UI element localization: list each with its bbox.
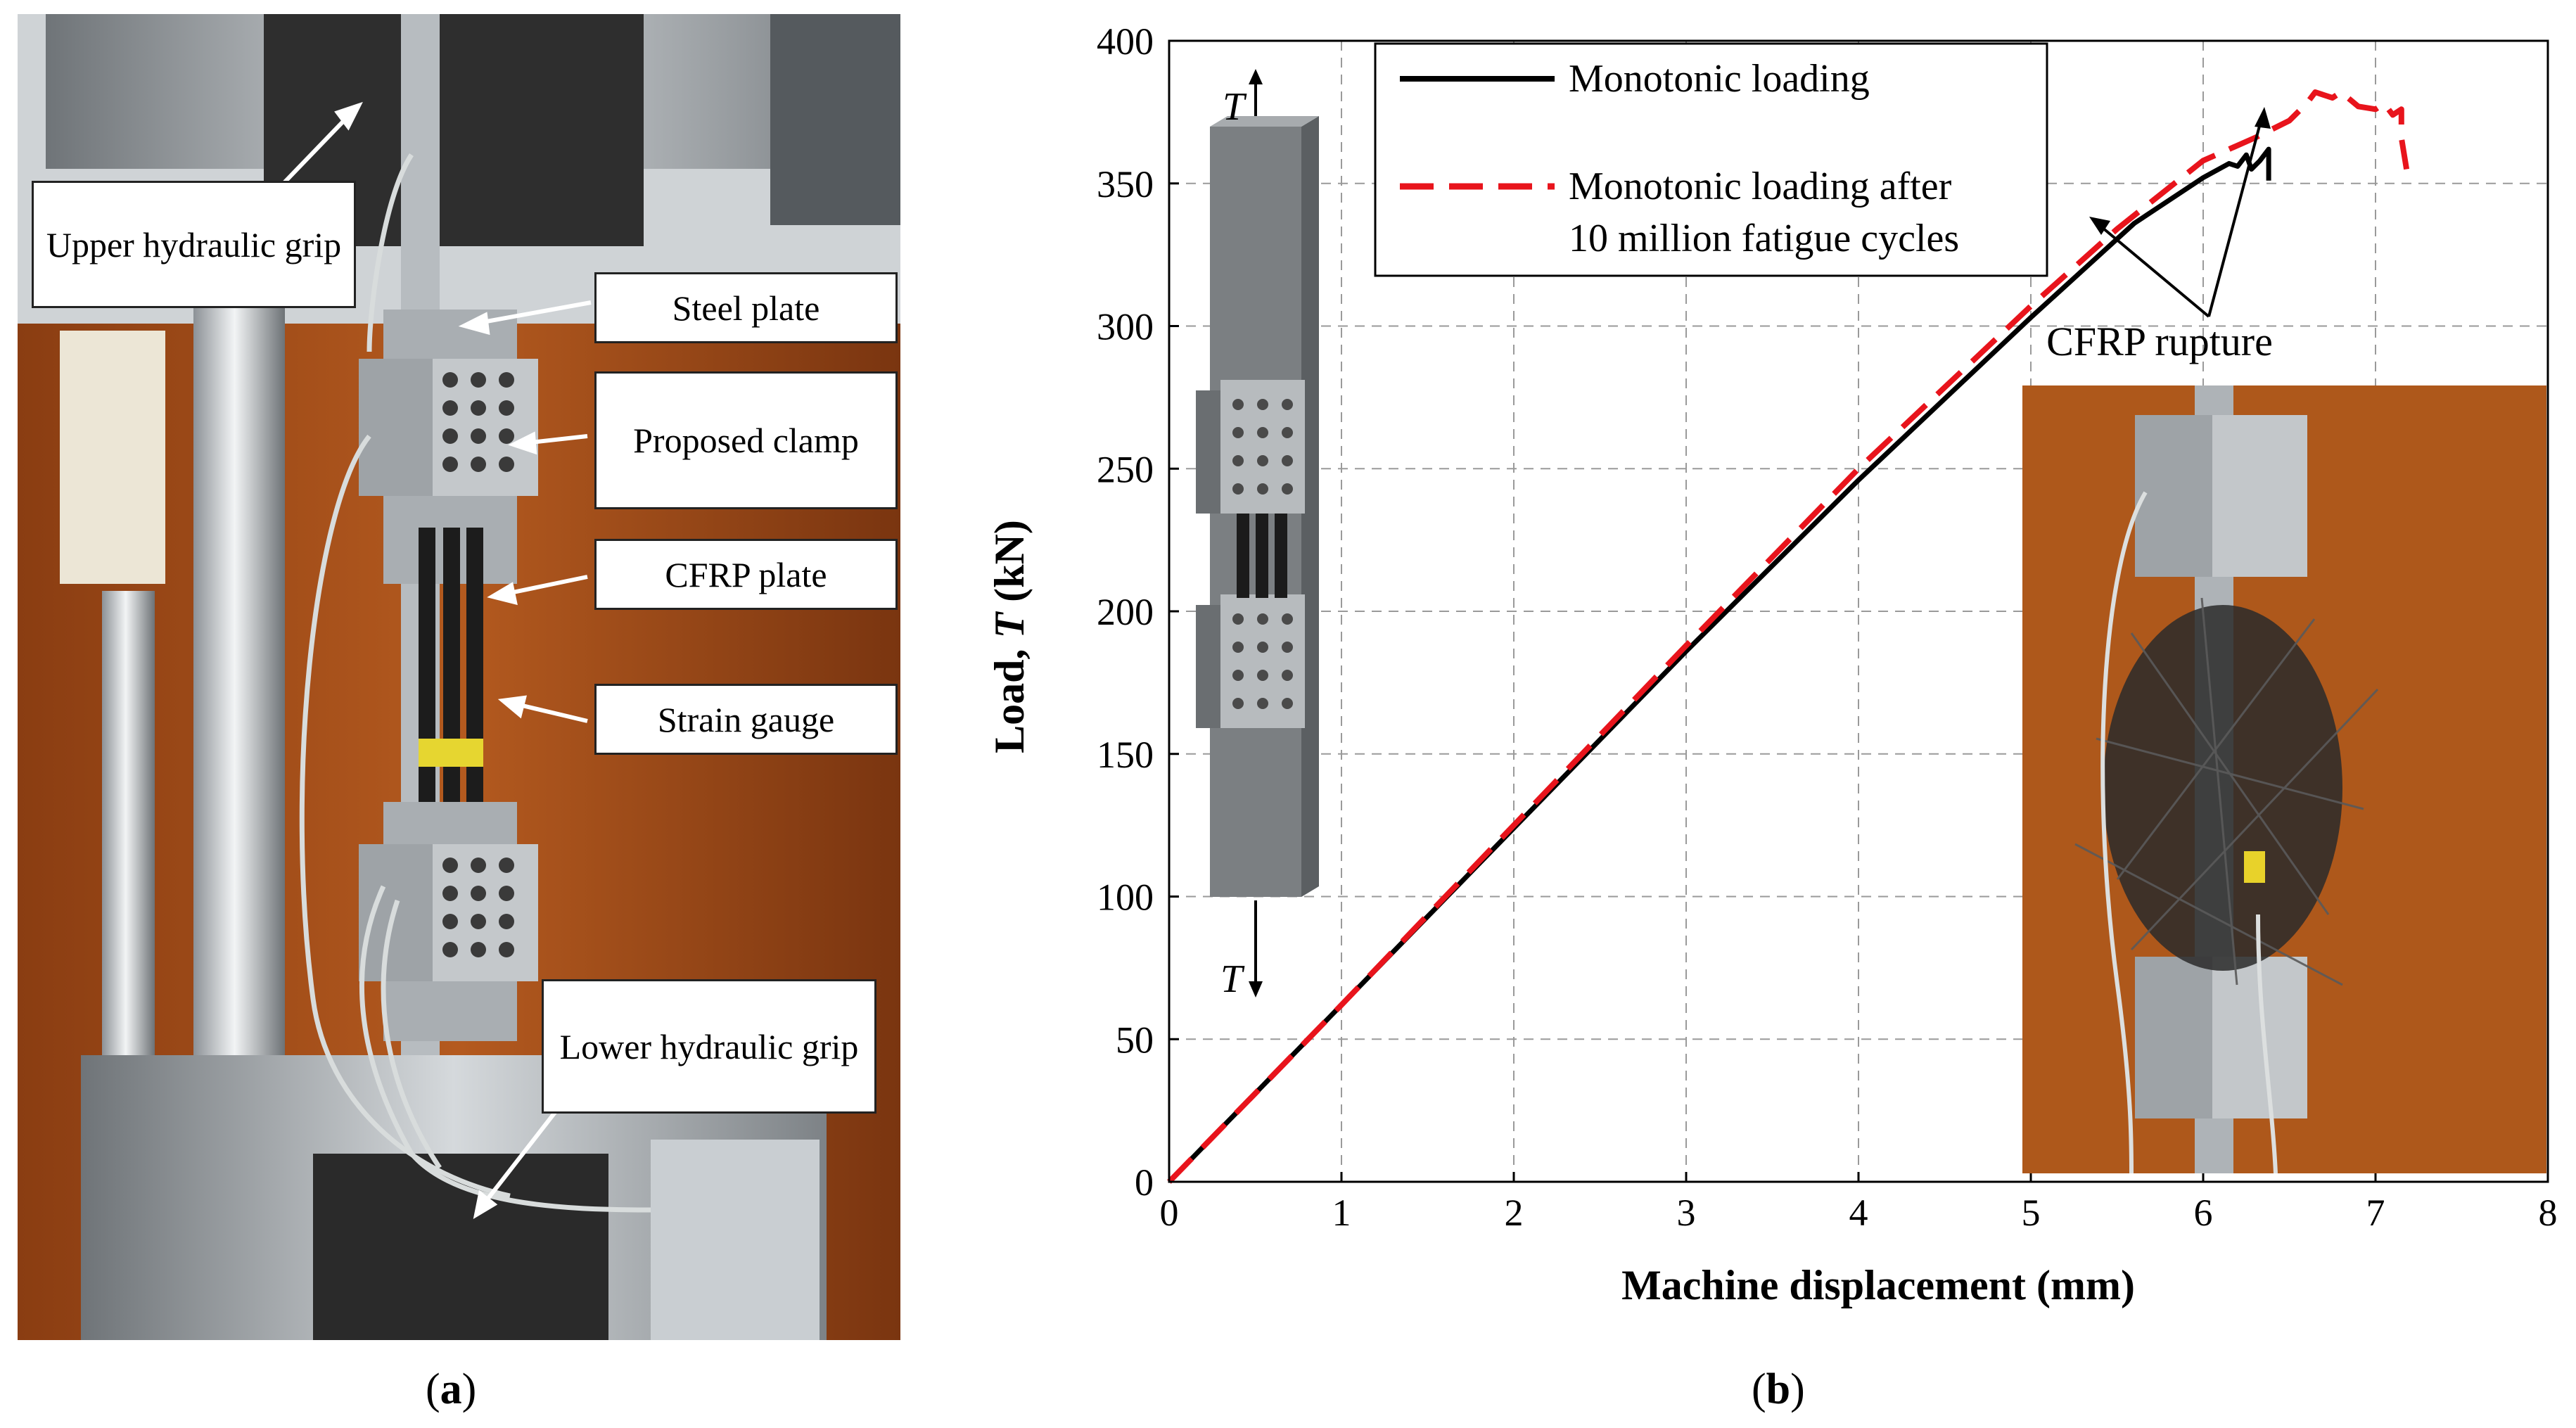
data-series xyxy=(1167,89,2410,1184)
legend-label-monotonic: Monotonic loading xyxy=(1569,57,1870,101)
callout-text: Strain gauge xyxy=(657,699,835,739)
legend-label-fatigue-line2: 10 million fatigue cycles xyxy=(1569,217,1959,260)
callout-proposed-clamp: Proposed clamp xyxy=(594,371,898,509)
x-tick-label: 1 xyxy=(1332,1192,1351,1234)
series-line-after-fatigue xyxy=(1167,89,2410,1184)
load-displacement-chart: 0 1 2 3 4 5 6 7 8 0 50 100 150 200 250 300 350 400 T T xyxy=(986,20,2558,1308)
cfrp-rupture-annotation: CFRP rupture xyxy=(2046,107,2273,364)
y-tick-label: 100 xyxy=(1097,876,1154,919)
y-tick-label: 400 xyxy=(1097,20,1154,63)
y-tick-label: 300 xyxy=(1097,306,1154,348)
x-axis-label: Machine displacement (mm) xyxy=(1621,1262,2135,1308)
y-tick-label: 250 xyxy=(1097,448,1154,490)
y-tick-label: 50 xyxy=(1116,1019,1154,1061)
caption-b: (b) xyxy=(1752,1365,1805,1413)
y-tick-label: 200 xyxy=(1097,591,1154,633)
tension-label-bottom: T xyxy=(1220,957,1245,1001)
x-tick-label: 4 xyxy=(1849,1192,1868,1234)
callout-text: Proposed clamp xyxy=(633,421,859,460)
specimen-diagram-inset: T T xyxy=(1196,69,1319,1001)
caption-b-letter: b xyxy=(1766,1365,1791,1413)
y-axis-label: Load, T (kN) xyxy=(986,520,1033,753)
x-tick-label: 0 xyxy=(1160,1192,1179,1234)
callout-steel-plate: Steel plate xyxy=(594,272,898,343)
y-tick-label: 0 xyxy=(1135,1161,1154,1204)
caption-a-letter: a xyxy=(440,1365,462,1413)
callout-text: CFRP plate xyxy=(665,554,827,594)
caption-a: (a) xyxy=(426,1365,477,1413)
callout-cfrp-plate: CFRP plate xyxy=(594,539,898,610)
tension-label-top: T xyxy=(1223,85,1247,129)
x-tick-label: 3 xyxy=(1677,1192,1696,1234)
callout-text: Lower hydraulic grip xyxy=(559,1026,859,1066)
x-tick-label: 8 xyxy=(2539,1192,2558,1234)
x-tick-label: 5 xyxy=(2022,1192,2041,1234)
x-tick-label: 2 xyxy=(1505,1192,1524,1234)
annotation-cfrp-rupture: CFRP rupture xyxy=(2046,319,2273,364)
x-tick-label: 7 xyxy=(2366,1192,2385,1234)
legend: Monotonic loading Monotonic loading afte… xyxy=(1374,42,2048,277)
callout-text: Steel plate xyxy=(672,288,820,328)
y-tick-label: 150 xyxy=(1097,734,1154,776)
axes-frame xyxy=(1168,39,2549,1183)
legend-label-fatigue-line1: Monotonic loading after xyxy=(1569,165,1952,208)
callout-lower-hydraulic-grip: Lower hydraulic grip xyxy=(542,979,876,1114)
y-tick-label: 350 xyxy=(1097,163,1154,205)
plot-frame xyxy=(1168,39,2549,1183)
callout-strain-gauge: Strain gauge xyxy=(594,684,898,755)
x-tick-label: 6 xyxy=(2194,1192,2213,1234)
callout-upper-hydraulic-grip: Upper hydraulic grip xyxy=(32,181,356,308)
callout-text: Upper hydraulic grip xyxy=(46,224,342,264)
ruptured-specimen-photo-inset xyxy=(2022,385,2546,1174)
